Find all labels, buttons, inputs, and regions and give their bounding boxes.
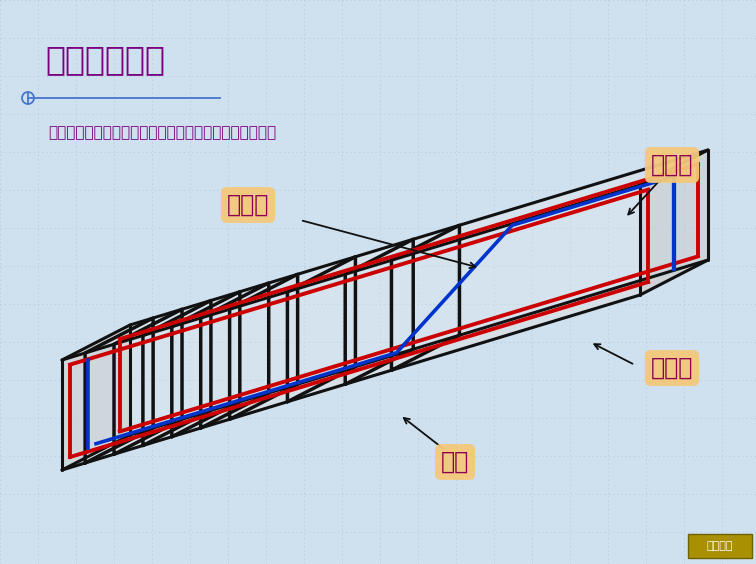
Text: 架立筋: 架立筋 [227,193,269,217]
Polygon shape [62,185,640,470]
Text: 受力筋: 受力筋 [651,356,693,380]
Text: 箍筋: 箍筋 [441,450,469,474]
Polygon shape [62,325,130,470]
Polygon shape [62,260,708,470]
Text: 钢筋混凝土梁: 钢筋混凝土梁 [45,43,165,77]
Text: 钢筋混凝土梁一般采用立面图和断面图表示钢筋配置情况: 钢筋混凝土梁一般采用立面图和断面图表示钢筋配置情况 [48,126,276,140]
Polygon shape [62,150,708,360]
FancyBboxPatch shape [688,534,752,558]
Polygon shape [640,150,708,295]
Text: 返回目录: 返回目录 [707,541,733,551]
Text: 弯起筋: 弯起筋 [651,153,693,177]
